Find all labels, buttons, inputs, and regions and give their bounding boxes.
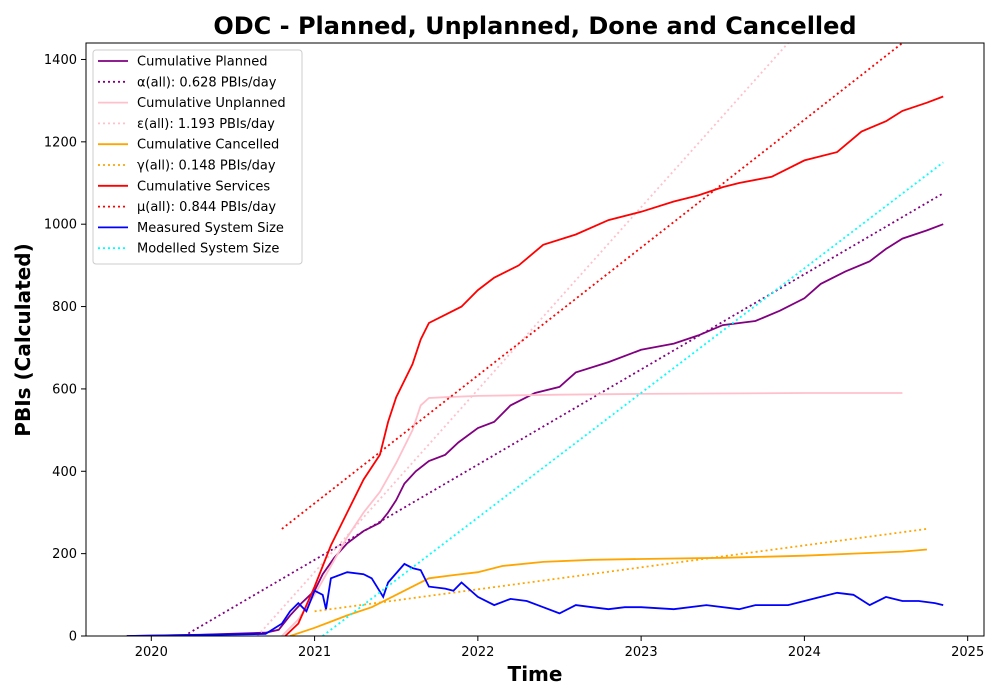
series-line-8: [281, 43, 903, 530]
plot-area-frame: [85, 42, 985, 637]
legend-label: μ(all): 0.844 PBIs/day: [137, 200, 276, 215]
series-line-7: [284, 95, 944, 636]
y-tick-label: 200: [52, 547, 77, 562]
series-line-3: [281, 392, 903, 636]
series-line-1: [126, 223, 944, 636]
series-line-6: [314, 528, 928, 613]
y-tick-label: 800: [52, 300, 77, 315]
y-tick-label: 1000: [44, 218, 77, 233]
y-tick-label: 0: [69, 630, 77, 645]
series-line-5: [289, 548, 927, 636]
legend-box: [92, 49, 303, 265]
ticks-layer: 2020 2021 2022 2023 2024 2025 0 200 400 600 800 100…: [44, 53, 984, 660]
x-tick-label: 2023: [625, 645, 658, 660]
y-tick-label: 1400: [44, 53, 77, 68]
legend-label: Cumulative Cancelled: [137, 138, 279, 153]
chart-title: ODC - Planned, Unplanned, Done and Cance…: [213, 12, 856, 40]
legend-label: γ(all): 0.148 PBIs/day: [137, 159, 276, 174]
x-tick-label: 2022: [461, 645, 494, 660]
x-tick-label: 2024: [788, 645, 821, 660]
legend-label: Modelled System Size: [137, 242, 279, 257]
x-tick-label: 2025: [951, 645, 984, 660]
series-line-2: [183, 192, 944, 636]
legend-label: ε(all): 1.193 PBIs/day: [137, 117, 275, 132]
y-axis-title: PBIs (Calculated): [11, 243, 35, 436]
x-tick-label: 2021: [298, 645, 331, 660]
series-layer: [126, 43, 944, 636]
series-line-10: [322, 161, 944, 636]
y-tick-label: 400: [52, 465, 77, 480]
x-axis-title: Time: [508, 662, 563, 686]
x-tick-label: 2020: [135, 645, 168, 660]
legend-label: Cumulative Services: [137, 179, 270, 194]
y-tick-label: 1200: [44, 135, 77, 150]
y-tick-label: 600: [52, 382, 77, 397]
legend-label: Cumulative Unplanned: [137, 96, 286, 111]
legend-label: Measured System Size: [137, 221, 284, 236]
legend-label: α(all): 0.628 PBIs/day: [137, 75, 277, 90]
series-line-9: [126, 562, 944, 636]
legend-label: Cumulative Planned: [137, 55, 267, 70]
legend: Cumulative Planned α(all): 0.628 PBIs/day…: [92, 49, 303, 265]
